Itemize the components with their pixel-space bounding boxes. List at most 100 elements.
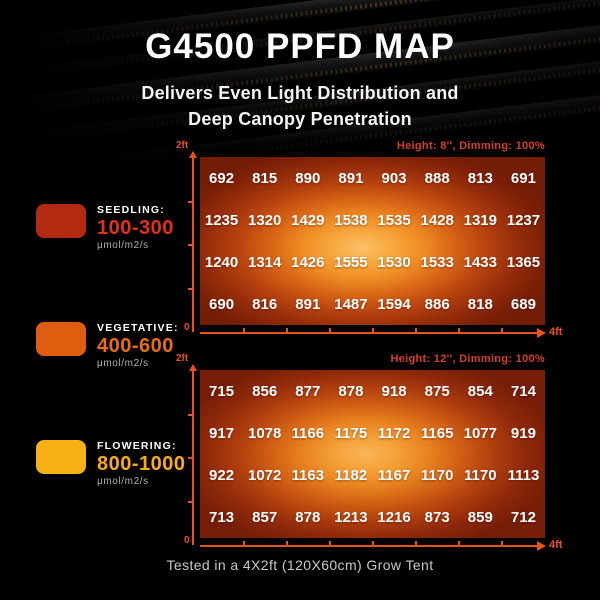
y-axis-arrow-icon	[189, 151, 197, 158]
seedling-color-swatch	[36, 204, 86, 238]
ppfd-value: 692	[209, 169, 235, 187]
subtitle-line-2: Deep Canopy Penetration	[188, 109, 412, 129]
ppfd-value: 1078	[248, 424, 282, 442]
page-subtitle: Delivers Even Light Distribution and Dee…	[0, 80, 600, 132]
y-axis-line	[192, 371, 194, 545]
ppfd-value: 1170	[420, 466, 454, 484]
y-axis-line	[192, 158, 194, 332]
subtitle-line-1: Delivers Even Light Distribution and	[141, 83, 459, 103]
ppfd-value: 1216	[377, 508, 411, 526]
ppfd-value: 1237	[506, 211, 541, 229]
ppfd-value: 1213	[334, 508, 368, 526]
ppfd-value: 1535	[377, 211, 411, 229]
ppfd-value: 1077	[463, 424, 497, 442]
heatmap-8in: 692 815 890 891 903 888 813 691 1235 1320 1429 153…	[200, 157, 545, 325]
x-axis-label: 4ft	[549, 539, 563, 551]
ppfd-value: 875	[424, 382, 450, 400]
legend-range: 100-300	[97, 217, 174, 239]
x-axis-tick	[372, 328, 374, 332]
ppfd-value: 813	[467, 169, 493, 187]
x-axis-tick	[372, 541, 374, 545]
ppfd-value: 1167	[377, 466, 411, 484]
x-axis-arrow-icon	[537, 541, 546, 551]
ppfd-value: 1555	[334, 253, 368, 271]
ppfd-value: 691	[510, 169, 536, 187]
ppfd-value: 1165	[420, 424, 454, 442]
legend-item-seedling: SEEDLING: 100-300 μmol/m2/s	[36, 204, 174, 251]
legend-text-block: SEEDLING: 100-300 μmol/m2/s	[97, 204, 174, 251]
legend-unit: μmol/m2/s	[97, 358, 149, 369]
y-axis-label: 2ft	[176, 140, 189, 151]
ppfd-value: 886	[424, 295, 450, 313]
legend-label: VEGETATIVE:	[97, 322, 179, 334]
ppfd-value: 1314	[248, 253, 282, 271]
y-axis-tick	[188, 457, 193, 459]
y-axis-arrow-icon	[189, 364, 197, 371]
ppfd-value: 1538	[334, 211, 368, 229]
ppfd-value: 888	[424, 169, 450, 187]
ppfd-value: 1428	[420, 211, 454, 229]
vegetative-color-swatch	[36, 322, 86, 356]
x-axis-tick	[501, 541, 503, 545]
ppfd-value: 878	[338, 382, 364, 400]
legend-label: SEEDLING:	[97, 204, 165, 216]
x-axis-tick	[501, 328, 503, 332]
ppfd-value: 715	[209, 382, 235, 400]
ppfd-value: 1170	[464, 466, 497, 484]
ppfd-value: 1163	[291, 466, 325, 484]
test-conditions-caption: Tested in a 4X2ft (120X60cm) Grow Tent	[166, 557, 434, 573]
x-axis-line	[200, 545, 537, 547]
legend-item-flowering: FLOWERING: 800-1000 μmol/m2/s	[36, 440, 186, 487]
legend-range: 800-1000	[97, 453, 186, 475]
x-axis-tick	[329, 541, 331, 545]
ppfd-value: 1433	[463, 253, 497, 271]
ppfd-value: 1594	[377, 295, 411, 313]
ppfd-value: 890	[295, 169, 321, 187]
x-axis-tick	[458, 328, 460, 332]
ppfd-value: 878	[295, 508, 321, 526]
legend-text-block: VEGETATIVE: 400-600 μmol/m2/s	[97, 322, 179, 369]
ppfd-value: 1426	[291, 253, 325, 271]
x-axis-origin-label: 0	[184, 535, 190, 546]
hero-shade-overlay	[0, 0, 600, 165]
ppfd-chart-8in: Height: 8'', Dimming: 100% 2ft 692 815 890…	[0, 138, 600, 353]
ppfd-value: 712	[510, 508, 536, 526]
page-title: G4500 PPFD MAP	[145, 27, 455, 66]
y-axis-tick	[188, 288, 193, 290]
ppfd-value: 903	[381, 169, 407, 187]
x-axis-arrow-icon	[537, 328, 546, 338]
ppfd-value: 1235	[204, 211, 239, 229]
legend-text-block: FLOWERING: 800-1000 μmol/m2/s	[97, 440, 186, 487]
ppfd-value: 816	[252, 295, 278, 313]
ppfd-value: 1319	[463, 211, 497, 229]
ppfd-value: 815	[252, 169, 278, 187]
ppfd-value: 714	[510, 382, 536, 400]
ppfd-value: 859	[467, 508, 493, 526]
x-axis-tick	[329, 328, 331, 332]
ppfd-value: 1166	[291, 424, 325, 442]
ppfd-value: 1182	[334, 466, 368, 484]
x-axis-origin-label: 0	[184, 322, 190, 333]
x-axis-tick	[415, 328, 417, 332]
x-axis-tick	[415, 541, 417, 545]
ppfd-value: 1530	[377, 253, 411, 271]
legend-unit: μmol/m2/s	[97, 476, 149, 487]
ppfd-value: 1175	[334, 424, 368, 442]
y-axis-tick	[188, 201, 193, 203]
ppfd-value: 1487	[334, 295, 368, 313]
x-axis-tick	[286, 328, 288, 332]
ppfd-value: 856	[252, 382, 278, 400]
chart-header: Height: 12'', Dimming: 100%	[390, 353, 545, 365]
flowering-color-swatch	[36, 440, 86, 474]
ppfd-value: 919	[510, 424, 536, 442]
x-axis-label: 4ft	[549, 326, 563, 338]
ppfd-value: 1320	[248, 211, 282, 229]
ppfd-value: 877	[295, 382, 321, 400]
ppfd-value: 891	[338, 169, 364, 187]
ppfd-value: 1172	[377, 424, 411, 442]
ppfd-value: 854	[467, 382, 493, 400]
y-axis-tick	[188, 501, 193, 503]
x-axis-line	[200, 332, 537, 334]
ppfd-value: 873	[424, 508, 450, 526]
